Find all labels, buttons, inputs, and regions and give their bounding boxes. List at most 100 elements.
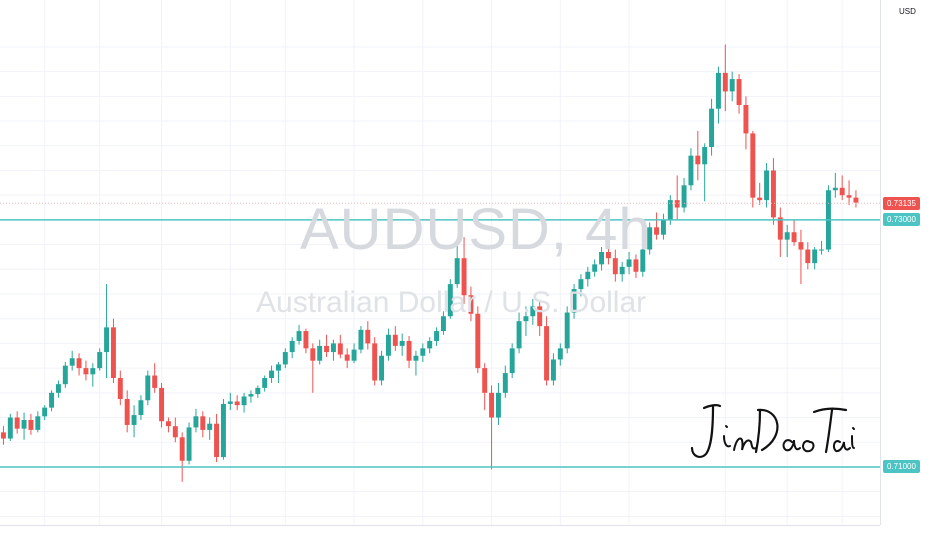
candle-body xyxy=(193,416,199,428)
candle-body xyxy=(695,155,701,165)
candle-body xyxy=(227,401,233,404)
candle-body xyxy=(131,415,137,425)
candle-body xyxy=(14,417,20,429)
candle-body xyxy=(365,329,371,344)
candle-body xyxy=(839,187,845,196)
candle-body xyxy=(812,249,818,264)
candle-body xyxy=(530,306,536,317)
candle-body xyxy=(21,420,27,429)
candle-body xyxy=(420,348,426,356)
candle-body xyxy=(330,343,336,353)
candle-body xyxy=(399,340,405,346)
candle-body xyxy=(489,392,495,418)
level-tag-upper: 0.73000 xyxy=(883,213,920,227)
candle-body xyxy=(159,387,165,422)
candle-body xyxy=(248,394,254,397)
candle-body xyxy=(592,264,598,272)
candle-body xyxy=(214,423,220,458)
candle-body xyxy=(413,355,419,361)
candle-body xyxy=(674,200,680,208)
candle-body xyxy=(289,340,295,353)
candle-body xyxy=(654,227,660,235)
candle-body xyxy=(495,392,501,418)
candle-body xyxy=(784,232,790,240)
candle-body xyxy=(69,358,75,366)
candle-body xyxy=(379,355,385,381)
candle-body xyxy=(358,329,364,350)
candle-body xyxy=(49,392,55,408)
candle-body xyxy=(172,426,178,438)
candle-body xyxy=(750,133,756,198)
candle-body xyxy=(351,349,357,361)
candle-body xyxy=(777,217,783,240)
candle-body xyxy=(337,343,343,355)
candle-body xyxy=(241,396,247,406)
candle-body xyxy=(461,258,467,296)
candle-body xyxy=(571,289,577,313)
candle-body xyxy=(523,316,529,322)
candle-body xyxy=(729,79,735,92)
candle-body xyxy=(764,170,770,201)
candle-body xyxy=(578,279,584,290)
candle-body xyxy=(798,242,804,250)
level-tag-lower: 0.71000 xyxy=(883,460,920,474)
candle-body xyxy=(0,432,6,439)
candle-body xyxy=(681,185,687,208)
candle-body xyxy=(344,354,350,361)
candle-body xyxy=(832,187,838,191)
price-axis[interactable] xyxy=(880,0,932,525)
candle-body xyxy=(722,72,728,92)
candle-body xyxy=(262,378,268,388)
candle-body xyxy=(640,249,646,272)
candle-body xyxy=(537,306,543,327)
candle-body xyxy=(310,348,316,361)
candle-body xyxy=(303,331,309,349)
candle-body xyxy=(434,331,440,341)
candle-body xyxy=(42,407,48,417)
candle-body xyxy=(28,420,34,430)
candle-body xyxy=(104,327,110,353)
candle-body xyxy=(846,195,852,198)
candle-body xyxy=(76,358,82,369)
candle-body xyxy=(55,384,61,393)
candle-body xyxy=(805,249,811,264)
candle-body xyxy=(447,284,453,317)
candle-body xyxy=(152,375,158,388)
candle-body xyxy=(702,147,708,165)
candle-body xyxy=(736,79,742,105)
candle-body xyxy=(7,417,13,439)
candle-body xyxy=(200,416,206,430)
currency-label[interactable]: USD xyxy=(898,7,917,16)
candle-body xyxy=(550,359,556,381)
candle-body xyxy=(509,348,515,374)
candle-body xyxy=(599,252,605,265)
candle-body xyxy=(179,437,185,461)
candle-body xyxy=(62,365,68,385)
candle-body xyxy=(138,400,144,416)
candle-body xyxy=(564,312,570,349)
candle-body xyxy=(709,108,715,147)
candle-body xyxy=(647,227,653,250)
candle-body xyxy=(454,258,460,285)
candle-body xyxy=(626,259,632,267)
candle-body xyxy=(90,368,96,375)
candle-body xyxy=(482,368,488,393)
candle-body xyxy=(220,403,226,458)
candle-body xyxy=(145,375,151,401)
candle-body xyxy=(688,155,694,186)
time-axis[interactable] xyxy=(0,525,880,551)
candle-body xyxy=(853,197,859,203)
candle-body xyxy=(557,348,563,360)
candle-body xyxy=(475,313,481,369)
candle-body xyxy=(255,387,261,395)
candle-body xyxy=(770,170,776,218)
candle-body xyxy=(234,401,240,406)
chart-subtitle-watermark: Australian Dollar / U.S. Dollar xyxy=(256,286,647,319)
candle-body xyxy=(124,399,130,425)
candle-body xyxy=(392,334,398,346)
candle-body xyxy=(83,368,89,375)
candle-body xyxy=(612,258,618,275)
candle-body xyxy=(715,72,721,109)
